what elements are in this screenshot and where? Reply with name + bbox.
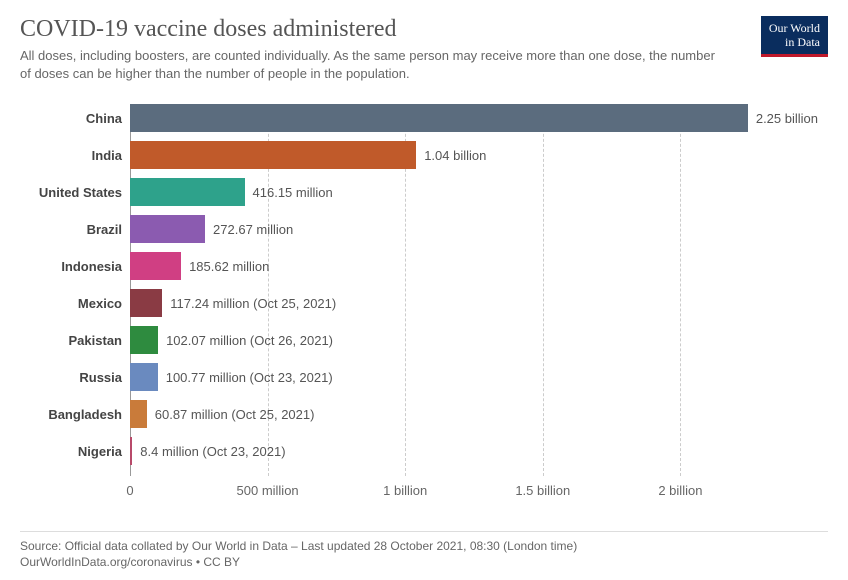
bar xyxy=(130,178,245,206)
country-label: Pakistan xyxy=(69,333,130,348)
x-tick-label: 1.5 billion xyxy=(515,483,570,498)
country-label: Bangladesh xyxy=(48,407,130,422)
bar-row: Brazil272.67 million xyxy=(130,215,818,243)
country-label: Russia xyxy=(79,370,130,385)
bar xyxy=(130,141,416,169)
logo-line1: Our World xyxy=(769,22,820,36)
logo-line2: in Data xyxy=(769,36,820,50)
x-tick-label: 1 billion xyxy=(383,483,427,498)
bar-chart: 0500 million1 billion1.5 billion2 billio… xyxy=(130,104,818,504)
bar xyxy=(130,326,158,354)
value-label: 100.77 million (Oct 23, 2021) xyxy=(158,370,333,385)
value-label: 416.15 million xyxy=(245,185,333,200)
country-label: India xyxy=(92,148,130,163)
x-tick-label: 500 million xyxy=(237,483,299,498)
bar-row: Bangladesh60.87 million (Oct 25, 2021) xyxy=(130,400,818,428)
bar xyxy=(130,215,205,243)
x-tick-label: 0 xyxy=(126,483,133,498)
x-tick-label: 2 billion xyxy=(658,483,702,498)
bar-row: China2.25 billion xyxy=(130,104,818,132)
value-label: 117.24 million (Oct 25, 2021) xyxy=(162,296,336,311)
bar-row: Mexico117.24 million (Oct 25, 2021) xyxy=(130,289,818,317)
value-label: 8.4 million (Oct 23, 2021) xyxy=(132,444,285,459)
bar-row: United States416.15 million xyxy=(130,178,818,206)
value-label: 60.87 million (Oct 25, 2021) xyxy=(147,407,315,422)
page-title: COVID-19 vaccine doses administered xyxy=(20,16,761,43)
country-label: China xyxy=(86,111,130,126)
value-label: 2.25 billion xyxy=(748,111,818,126)
country-label: Mexico xyxy=(78,296,130,311)
country-label: Brazil xyxy=(87,222,130,237)
bar-row: Nigeria8.4 million (Oct 23, 2021) xyxy=(130,437,818,465)
bar xyxy=(130,363,158,391)
page-subtitle: All doses, including boosters, are count… xyxy=(20,47,720,82)
owid-logo: Our World in Data xyxy=(761,16,828,57)
country-label: United States xyxy=(39,185,130,200)
attribution-text: OurWorldInData.org/coronavirus • CC BY xyxy=(20,554,828,570)
bar-row: Pakistan102.07 million (Oct 26, 2021) xyxy=(130,326,818,354)
bar-row: India1.04 billion xyxy=(130,141,818,169)
bar-row: Russia100.77 million (Oct 23, 2021) xyxy=(130,363,818,391)
country-label: Indonesia xyxy=(61,259,130,274)
value-label: 272.67 million xyxy=(205,222,293,237)
bar xyxy=(130,400,147,428)
bar xyxy=(130,289,162,317)
bar xyxy=(130,104,748,132)
chart-footer: Source: Official data collated by Our Wo… xyxy=(20,531,828,570)
value-label: 185.62 million xyxy=(181,259,269,274)
bar xyxy=(130,252,181,280)
value-label: 1.04 billion xyxy=(416,148,486,163)
country-label: Nigeria xyxy=(78,444,130,459)
value-label: 102.07 million (Oct 26, 2021) xyxy=(158,333,333,348)
bar-row: Indonesia185.62 million xyxy=(130,252,818,280)
source-text: Source: Official data collated by Our Wo… xyxy=(20,538,828,554)
